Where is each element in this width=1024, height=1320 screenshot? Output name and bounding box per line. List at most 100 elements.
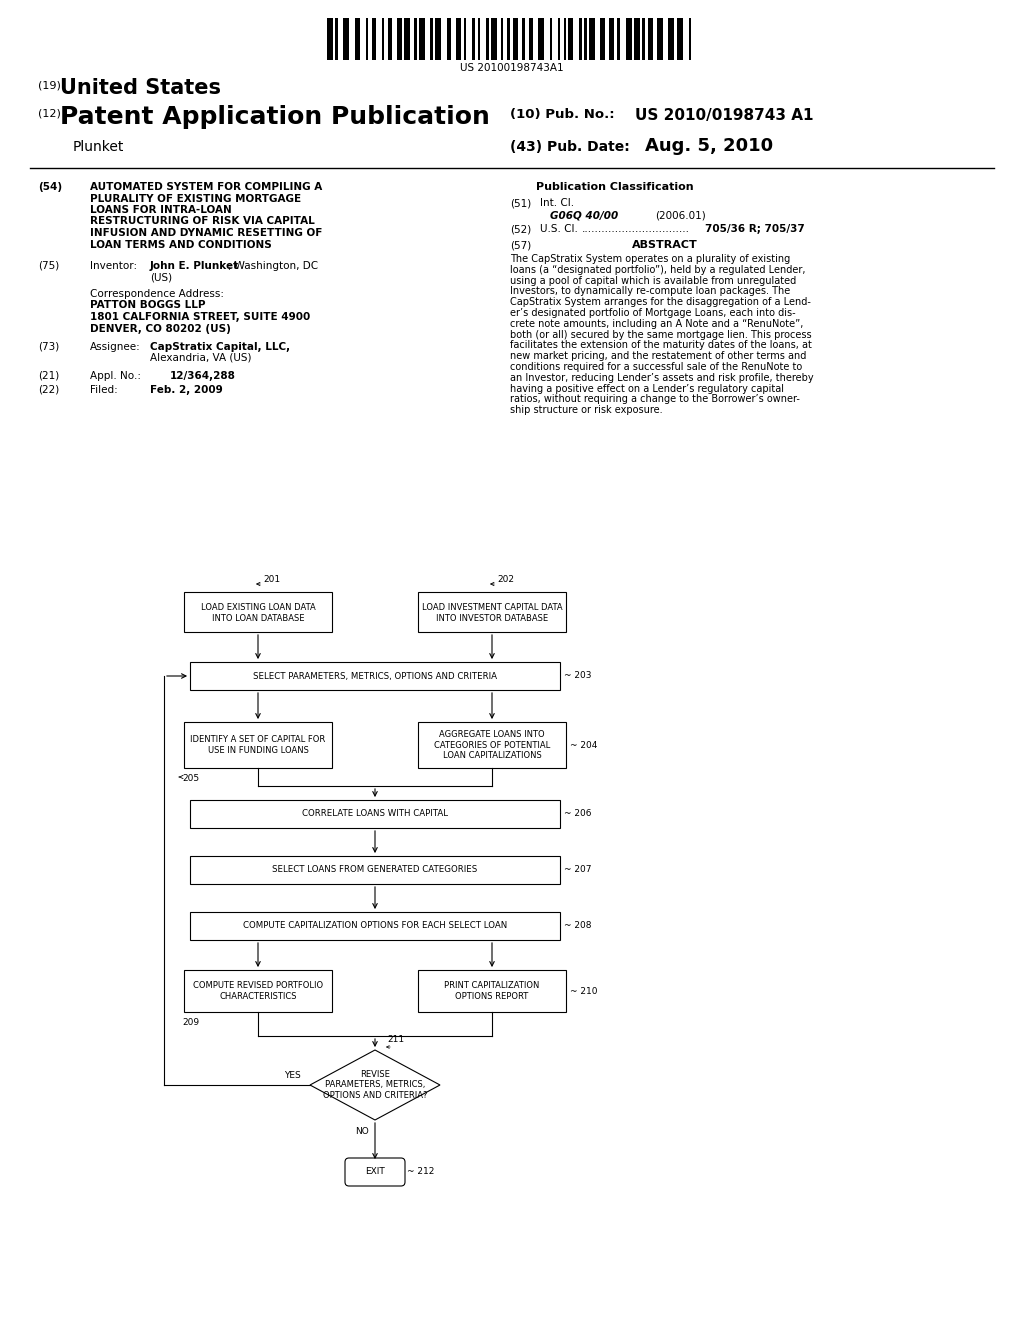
Text: ~ 212: ~ 212	[407, 1167, 434, 1176]
Bar	[568, 18, 572, 59]
Text: United States: United States	[60, 78, 221, 98]
Bar	[689, 18, 691, 59]
Text: ~ 206: ~ 206	[564, 809, 592, 818]
Text: Inventor:: Inventor:	[90, 261, 137, 271]
Text: PLURALITY OF EXISTING MORTGAGE: PLURALITY OF EXISTING MORTGAGE	[90, 194, 301, 203]
Text: DENVER, CO 80202 (US): DENVER, CO 80202 (US)	[90, 323, 230, 334]
Bar	[589, 18, 595, 59]
Bar	[190, 912, 560, 940]
Text: ratios, without requiring a change to the Borrower’s owner-: ratios, without requiring a change to th…	[510, 395, 800, 404]
Bar	[382, 18, 384, 59]
Bar	[501, 18, 503, 59]
Bar	[522, 18, 524, 59]
Bar	[477, 18, 480, 59]
Bar	[456, 18, 462, 59]
Bar	[366, 18, 369, 59]
Text: having a positive effect on a Lender’s regulatory capital: having a positive effect on a Lender’s r…	[510, 384, 784, 393]
Text: Filed:: Filed:	[90, 385, 118, 395]
Bar	[343, 18, 349, 59]
Bar	[608, 18, 614, 59]
Bar	[485, 18, 489, 59]
Text: YES: YES	[284, 1071, 300, 1080]
Bar	[616, 18, 620, 59]
Text: COMPUTE REVISED PORTFOLIO
CHARACTERISTICS: COMPUTE REVISED PORTFOLIO CHARACTERISTIC…	[193, 981, 323, 1001]
Bar	[656, 18, 663, 59]
Bar	[508, 18, 510, 59]
Text: (21): (21)	[38, 371, 59, 381]
Text: 205: 205	[182, 774, 199, 783]
Text: Plunket: Plunket	[73, 140, 124, 154]
Text: (57): (57)	[510, 240, 531, 249]
Bar	[585, 18, 587, 59]
Text: 209: 209	[182, 1018, 199, 1027]
Text: (22): (22)	[38, 385, 59, 395]
Text: U.S. Cl.: U.S. Cl.	[540, 224, 578, 234]
Text: Investors, to dynamically re-compute loan packages. The: Investors, to dynamically re-compute loa…	[510, 286, 791, 297]
Bar	[404, 18, 410, 59]
Text: EXIT: EXIT	[366, 1167, 385, 1176]
Text: G06Q 40/00: G06Q 40/00	[550, 210, 618, 220]
Text: PRINT CAPITALIZATION
OPTIONS REPORT: PRINT CAPITALIZATION OPTIONS REPORT	[444, 981, 540, 1001]
Text: ~ 208: ~ 208	[564, 921, 592, 931]
Bar	[642, 18, 645, 59]
Bar	[190, 855, 560, 884]
Text: Assignee:: Assignee:	[90, 342, 140, 351]
Text: ~ 203: ~ 203	[564, 672, 592, 681]
Bar	[184, 970, 332, 1012]
Text: PATTON BOGGS LLP: PATTON BOGGS LLP	[90, 301, 206, 310]
Text: AGGREGATE LOANS INTO
CATEGORIES OF POTENTIAL
LOAN CAPITALIZATIONS: AGGREGATE LOANS INTO CATEGORIES OF POTEN…	[434, 730, 550, 760]
Text: The CapStratix System operates on a plurality of existing: The CapStratix System operates on a plur…	[510, 253, 791, 264]
Text: (19): (19)	[38, 81, 60, 90]
Text: AUTOMATED SYSTEM FOR COMPILING A: AUTOMATED SYSTEM FOR COMPILING A	[90, 182, 323, 191]
Text: ................................: ................................	[582, 224, 690, 234]
Bar	[372, 18, 377, 59]
Text: CORRELATE LOANS WITH CAPITAL: CORRELATE LOANS WITH CAPITAL	[302, 809, 449, 818]
Bar	[327, 18, 333, 59]
Text: Alexandria, VA (US): Alexandria, VA (US)	[150, 352, 252, 363]
Text: CapStratix Capital, LLC,: CapStratix Capital, LLC,	[150, 342, 290, 351]
Text: Aug. 5, 2010: Aug. 5, 2010	[645, 137, 773, 154]
Text: (12): (12)	[38, 108, 60, 117]
Text: (75): (75)	[38, 261, 59, 271]
Text: CapStratix System arranges for the disaggregation of a Lend-: CapStratix System arranges for the disag…	[510, 297, 811, 308]
Text: (51): (51)	[510, 198, 531, 209]
Text: US 2010/0198743 A1: US 2010/0198743 A1	[635, 108, 813, 123]
Text: new market pricing, and the restatement of other terms and: new market pricing, and the restatement …	[510, 351, 806, 362]
Text: Publication Classification: Publication Classification	[537, 182, 694, 191]
Text: , Washington, DC: , Washington, DC	[228, 261, 318, 271]
Text: 1801 CALFORNIA STREET, SUITE 4900: 1801 CALFORNIA STREET, SUITE 4900	[90, 312, 310, 322]
Text: er’s designated portfolio of Mortgage Loans, each into dis-: er’s designated portfolio of Mortgage Lo…	[510, 308, 796, 318]
Text: INFUSION AND DYNAMIC RESETTING OF: INFUSION AND DYNAMIC RESETTING OF	[90, 228, 323, 238]
Bar	[418, 722, 566, 768]
Text: (52): (52)	[510, 224, 531, 234]
Text: 202: 202	[497, 576, 514, 583]
Text: loans (a “designated portfolio”), held by a regulated Lender,: loans (a “designated portfolio”), held b…	[510, 265, 806, 275]
Bar	[626, 18, 632, 59]
Text: Int. Cl.: Int. Cl.	[540, 198, 574, 209]
Text: ~ 210: ~ 210	[570, 986, 597, 995]
Text: Appl. No.:: Appl. No.:	[90, 371, 141, 381]
Text: (US): (US)	[150, 273, 172, 282]
Text: crete note amounts, including an A Note and a “RenuNote”,: crete note amounts, including an A Note …	[510, 319, 804, 329]
Bar	[513, 18, 518, 59]
Bar	[190, 800, 560, 828]
Bar	[397, 18, 401, 59]
Text: COMPUTE CAPITALIZATION OPTIONS FOR EACH SELECT LOAN: COMPUTE CAPITALIZATION OPTIONS FOR EACH …	[243, 921, 507, 931]
Bar	[418, 591, 566, 632]
Text: US 20100198743A1: US 20100198743A1	[460, 63, 564, 73]
Text: ship structure or risk exposure.: ship structure or risk exposure.	[510, 405, 663, 416]
Text: LOAD EXISTING LOAN DATA
INTO LOAN DATABASE: LOAD EXISTING LOAN DATA INTO LOAN DATABA…	[201, 603, 315, 623]
Text: (43) Pub. Date:: (43) Pub. Date:	[510, 140, 630, 154]
FancyBboxPatch shape	[345, 1158, 406, 1185]
Text: 201: 201	[263, 576, 281, 583]
Polygon shape	[310, 1049, 440, 1119]
Bar	[550, 18, 552, 59]
Text: Feb. 2, 2009: Feb. 2, 2009	[150, 385, 223, 395]
Text: LOAN TERMS AND CONDITIONS: LOAN TERMS AND CONDITIONS	[90, 239, 271, 249]
Text: 12/364,288: 12/364,288	[170, 371, 236, 381]
Bar	[415, 18, 417, 59]
Text: SELECT PARAMETERS, METRICS, OPTIONS AND CRITERIA: SELECT PARAMETERS, METRICS, OPTIONS AND …	[253, 672, 497, 681]
Text: (73): (73)	[38, 342, 59, 351]
Bar	[184, 591, 332, 632]
Bar	[388, 18, 392, 59]
